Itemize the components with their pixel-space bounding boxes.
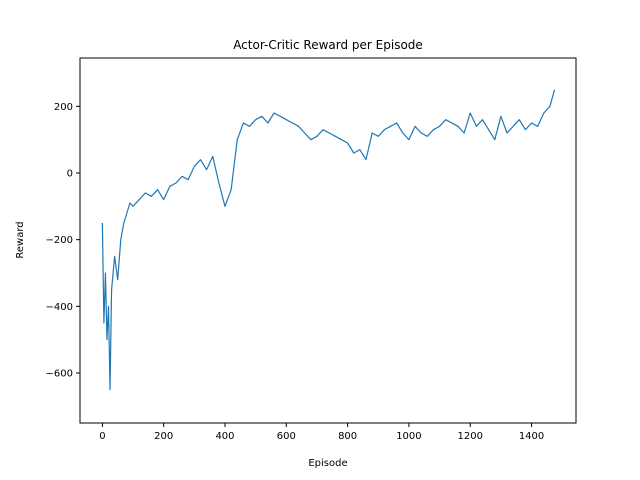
x-tick-label: 1000 (396, 431, 421, 442)
x-tick-label: 600 (277, 431, 296, 442)
y-tick-label: −400 (46, 302, 73, 313)
y-tick-label: 0 (67, 169, 73, 180)
x-axis-ticks: 0 200 400 600 800 1000 1200 1400 (99, 423, 544, 442)
axes-frame (79, 57, 577, 424)
chart-title: Actor-Critic Reward per Episode (233, 38, 423, 52)
x-tick-label: 400 (215, 431, 234, 442)
x-axis-label: Episode (308, 458, 347, 469)
x-tick-label: 0 (99, 431, 105, 442)
y-axis-label: Reward (15, 221, 26, 258)
x-tick-label: 1400 (519, 431, 544, 442)
x-tick-label: 1200 (458, 431, 483, 442)
y-axis-ticks: −600 −400 −200 0 200 (46, 102, 80, 380)
y-tick-label: −600 (46, 369, 73, 380)
plot-area (79, 57, 577, 424)
y-tick-label: −200 (46, 235, 73, 246)
y-tick-label: 200 (54, 102, 73, 113)
x-tick-label: 800 (338, 431, 357, 442)
x-tick-label: 200 (154, 431, 173, 442)
reward-series-line (101, 89, 556, 391)
